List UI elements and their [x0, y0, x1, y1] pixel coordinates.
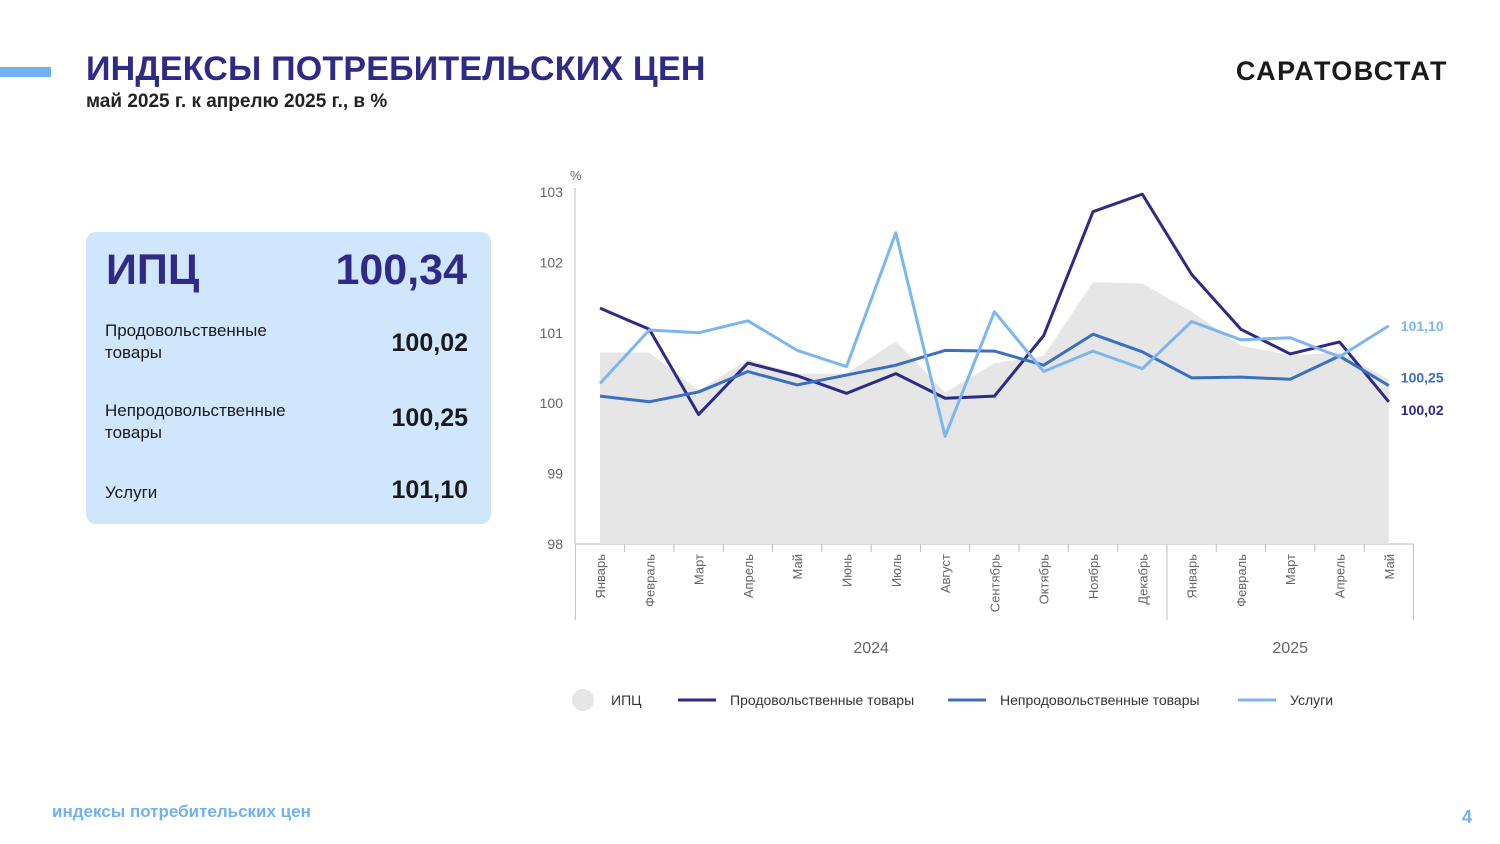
x-tick-label: Июль — [889, 554, 904, 587]
food-end-label: 100,02 — [1401, 402, 1444, 418]
legend-food-label: Продовольственные товары — [730, 692, 914, 708]
legend-services-label: Услуги — [1290, 692, 1333, 708]
x-tick-label: Февраль — [1234, 554, 1249, 607]
nonfood-label: Непродовольственные товары — [105, 401, 286, 442]
legend-nonfood-label: Непродовольственные товары — [1000, 692, 1200, 708]
x-tick-label: Май — [1382, 554, 1397, 579]
page-title: ИНДЕКСЫ ПОТРЕБИТЕЛЬСКИХ ЦЕН — [86, 50, 706, 88]
x-tick-label: Октябрь — [1037, 554, 1052, 605]
cpi-value: 100,34 — [335, 246, 467, 294]
x-tick-label: Январь — [1185, 554, 1200, 599]
page-number: 4 — [1461, 807, 1472, 827]
x-tick-label: Январь — [593, 554, 608, 599]
food-line — [599, 192, 1390, 416]
cpi-label: ИПЦ — [106, 246, 200, 294]
summary-card: ИПЦ 100,34 Продовольственные товары 100,… — [86, 232, 491, 524]
cpi-chart: % 98 99 100 101 102 103 100,02 100,25 101,10 Январ… — [520, 160, 1460, 720]
x-tick-label: Март — [1283, 554, 1298, 585]
cpi-area — [600, 282, 1389, 544]
page-subtitle: май 2025 г. к апрелю 2025 г., в % — [86, 91, 388, 112]
x-tick-label: Ноябрь — [1086, 554, 1101, 599]
services-line — [598, 231, 1390, 438]
nonfood-value: 100,25 — [391, 404, 468, 432]
food-label: Продовольственные товары — [105, 321, 267, 362]
y-unit-label: % — [570, 168, 582, 183]
x-tick-label: Февраль — [642, 554, 657, 607]
x-tick-label: Сентябрь — [987, 554, 1002, 612]
y-tick-label: 98 — [547, 536, 563, 552]
x-tick-label: Июнь — [840, 554, 855, 587]
nonfood-end-label: 100,25 — [1401, 370, 1444, 386]
year-group-label: 2025 — [1272, 640, 1308, 657]
x-tick-label: Август — [938, 554, 953, 593]
food-value: 100,02 — [391, 329, 468, 357]
y-tick-label: 102 — [540, 254, 564, 270]
footer-section-label: индексы потребительских цен — [52, 802, 311, 821]
services-label: Услуги — [105, 483, 158, 502]
x-tick-label: Декабрь — [1135, 554, 1150, 605]
y-tick-label: 100 — [540, 395, 564, 411]
x-tick-label: Апрель — [741, 554, 756, 598]
legend-cpi-label: ИПЦ — [611, 692, 642, 708]
x-tick-label: Март — [692, 554, 707, 585]
chart-svg: % 98 99 100 101 102 103 100,02 100,25 101,10 Январ… — [540, 168, 1444, 711]
x-tick-label: Май — [790, 554, 805, 579]
y-tick-label: 103 — [540, 184, 564, 200]
services-value: 101,10 — [391, 476, 468, 504]
y-tick-label: 101 — [540, 325, 564, 341]
accent-bar — [0, 67, 51, 77]
legend-cpi-marker — [572, 689, 594, 711]
brand-logo-text: САРАТОВСТАТ — [1235, 56, 1448, 86]
year-group-label: 2024 — [853, 640, 889, 657]
y-tick-label: 99 — [547, 466, 563, 482]
nonfood-line — [599, 332, 1390, 404]
x-tick-label: Апрель — [1333, 554, 1348, 598]
services-end-label: 101,10 — [1401, 318, 1444, 334]
